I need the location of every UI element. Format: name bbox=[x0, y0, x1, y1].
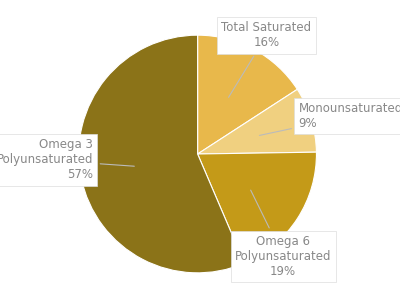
Text: Total Saturated
16%: Total Saturated 16% bbox=[222, 22, 312, 97]
Text: Omega 6
Polyunsaturated
19%: Omega 6 Polyunsaturated 19% bbox=[235, 190, 332, 278]
Text: Monounsaturated
9%: Monounsaturated 9% bbox=[260, 102, 400, 136]
Wedge shape bbox=[198, 89, 316, 154]
Text: Omega 3
Polyunsaturated
57%: Omega 3 Polyunsaturated 57% bbox=[0, 138, 134, 181]
Wedge shape bbox=[198, 35, 297, 154]
Wedge shape bbox=[79, 35, 244, 273]
Wedge shape bbox=[198, 152, 316, 263]
